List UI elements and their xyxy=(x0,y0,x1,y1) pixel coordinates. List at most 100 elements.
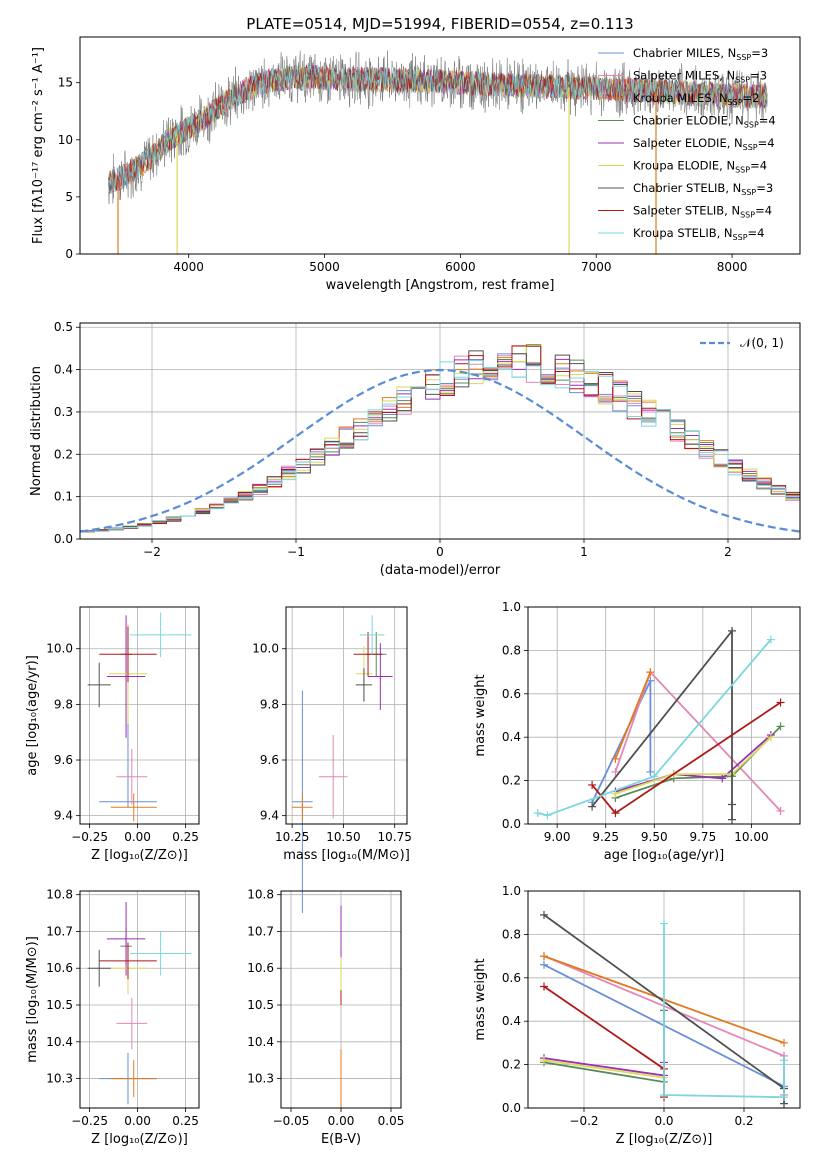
x-tick-label: −0.25 xyxy=(71,1114,108,1128)
series-path xyxy=(614,671,652,760)
plus-marker xyxy=(776,806,785,815)
plus-marker xyxy=(540,960,548,969)
y-tick-label: 0.4 xyxy=(502,730,521,744)
x-tick-label: −2 xyxy=(143,545,161,559)
legend-entry-count: =4 xyxy=(759,114,776,128)
histogram-step xyxy=(80,350,800,533)
x-tick-label: 0.00 xyxy=(124,830,151,844)
y-tick-label: 10.6 xyxy=(46,961,73,975)
x-tick-label: 5000 xyxy=(309,260,340,274)
y-axis-label: mass [log₁₀(M/M⊙)] xyxy=(25,936,40,1063)
legend-entry-subscript: SSP xyxy=(733,233,748,242)
y-tick-label: 10.3 xyxy=(46,1072,73,1086)
x-tick-label: 9.75 xyxy=(689,830,716,844)
data-point xyxy=(110,793,157,822)
spectrum-model-line xyxy=(108,65,768,194)
plus-marker xyxy=(588,802,597,811)
legend-entry-subscript: SSP xyxy=(740,211,755,220)
x-tick-label: 8000 xyxy=(717,260,748,274)
legend-entry-name: Salpeter ELODIE, N xyxy=(633,136,743,150)
panel-age-vs-metallicity: −0.25 0.00 0.25 9.4 9.6 9.8 10.0 Z [log₁₀(Z/Z⊙)… xyxy=(25,606,200,863)
legend-entry: 𝒩(0, 1) xyxy=(740,336,784,350)
x-tick-label: 4000 xyxy=(173,260,204,274)
y-tick-label: 0.1 xyxy=(54,490,73,504)
y-tick-label: 0.0 xyxy=(502,817,521,831)
y-tick-label: 9.4 xyxy=(260,809,279,823)
x-tick-label: −1 xyxy=(287,545,305,559)
y-tick-label: 0 xyxy=(65,247,73,261)
panel-residuals: −2 −1 0 1 2 0.0 0.1 0.2 0.3 0.4 0.5 (data-model)/er… xyxy=(29,320,801,578)
legend-entry-name: Salpeter STELIB, N xyxy=(633,204,740,218)
y-tick-label: 0.5 xyxy=(54,320,73,334)
plus-marker xyxy=(766,733,775,742)
series-path xyxy=(615,734,772,793)
x-tick-label: 0.05 xyxy=(378,1114,405,1128)
series-line xyxy=(533,635,775,820)
axes-frame xyxy=(79,606,200,825)
legend-entry-count: =4 xyxy=(750,159,767,173)
series-line xyxy=(660,919,788,1102)
x-tick-label: 9.25 xyxy=(592,830,619,844)
data-point xyxy=(106,902,146,976)
y-tick-label: 1.0 xyxy=(502,884,521,898)
y-tick-label: 10.0 xyxy=(46,642,73,656)
legend-entry-name: Chabrier STELIB, N xyxy=(633,181,741,195)
plus-marker xyxy=(540,952,548,961)
x-axis-label: Z [log₁₀(Z/Z⊙)] xyxy=(91,848,188,863)
y-axis-label: Flux [fλ10⁻¹⁷ erg cm⁻² s⁻¹ A⁻¹] xyxy=(31,47,46,244)
plus-marker xyxy=(588,780,597,789)
histograms xyxy=(80,344,800,533)
plus-marker xyxy=(646,767,655,776)
legend-entry-subscript: SSP xyxy=(736,53,751,62)
data-point xyxy=(87,662,111,708)
axes-frame xyxy=(79,890,200,1109)
x-tick-label: 7000 xyxy=(581,260,612,274)
series-path xyxy=(591,628,733,820)
plus-marker xyxy=(660,919,668,928)
plus-marker xyxy=(766,635,775,644)
histogram-step xyxy=(80,345,800,533)
data-point xyxy=(116,997,148,1050)
y-tick-label: 0.3 xyxy=(54,405,73,419)
y-tick-label: 9.8 xyxy=(260,697,279,711)
data-point xyxy=(87,949,111,987)
plus-marker xyxy=(780,1038,788,1047)
series-line xyxy=(588,626,736,824)
figure-title: PLATE=0514, MJD=51994, FIBERID=0554, z=0… xyxy=(246,15,633,33)
plus-marker xyxy=(728,815,736,824)
spectrum-model-line xyxy=(108,64,768,191)
plus-marker xyxy=(611,767,620,776)
x-tick-label: 0.0 xyxy=(654,1114,673,1128)
legend-entry-name: Chabrier MILES, N xyxy=(633,46,736,60)
plus-marker xyxy=(650,772,659,781)
y-tick-label: 9.6 xyxy=(54,753,73,767)
data-point xyxy=(355,668,373,702)
data-point xyxy=(129,931,192,976)
legend-entry: Kroupa MILES, NSSP=2 xyxy=(633,91,759,107)
legend-entry-name: Kroupa MILES, N xyxy=(633,91,728,105)
y-tick-label: 10.0 xyxy=(252,642,279,656)
legend-entry-subscript: SSP xyxy=(741,188,756,197)
plus-marker xyxy=(540,910,548,919)
plus-marker xyxy=(718,774,727,783)
y-tick-label: 9.4 xyxy=(54,809,73,823)
data-point xyxy=(106,615,146,738)
data-point xyxy=(318,734,348,819)
x-tick-label: −0.25 xyxy=(71,830,108,844)
legend-entry: Salpeter ELODIE, NSSP=4 xyxy=(633,136,775,152)
y-tick-label: 10.6 xyxy=(247,961,274,975)
y-tick-label: 9.8 xyxy=(54,697,73,711)
panel-mass-vs-ebv: −0.05 0.00 0.05 10.3 10.4 10.5 10.6 10.7 10.8 E(B… xyxy=(247,888,404,1147)
plus-marker xyxy=(660,1090,668,1099)
data-point xyxy=(359,615,385,655)
y-tick-label: 1.0 xyxy=(502,600,521,614)
data-point xyxy=(292,793,313,822)
axes-frame xyxy=(527,606,801,825)
y-tick-label: 0.8 xyxy=(502,927,521,941)
spectrum-lines xyxy=(108,50,768,254)
data-point xyxy=(353,632,383,677)
x-tick-label: 0.25 xyxy=(172,830,199,844)
panel-mass-vs-metallicity: −0.25 0.00 0.25 10.3 10.4 10.5 10.6 10.7 10.8 Z [… xyxy=(25,888,200,1147)
